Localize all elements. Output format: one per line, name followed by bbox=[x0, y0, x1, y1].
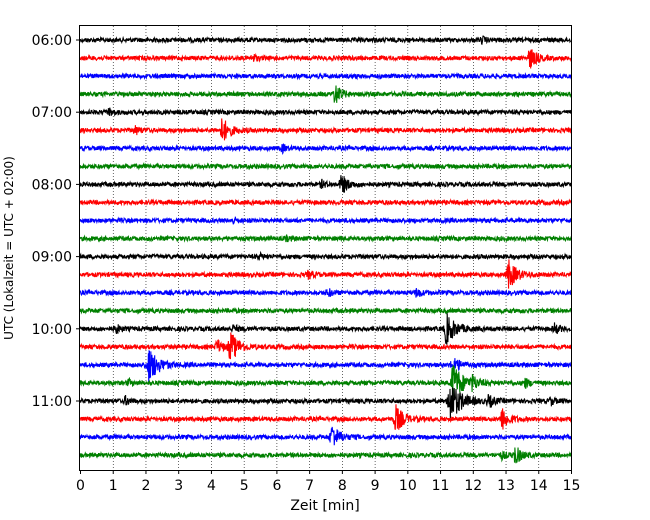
x-tick-label: 9 bbox=[371, 478, 380, 494]
trace-line bbox=[79, 426, 572, 446]
trace-line bbox=[79, 287, 572, 298]
trace-line bbox=[79, 365, 572, 397]
trace-line bbox=[79, 162, 572, 171]
x-tick-label: 0 bbox=[76, 478, 85, 494]
trace-line bbox=[79, 198, 572, 207]
trace-line bbox=[79, 85, 572, 103]
y-axis: 06:00 07:00 08:00 09:00 10:00 11:00 bbox=[32, 33, 80, 410]
trace-line bbox=[79, 71, 572, 81]
y-tick-label: 07:00 bbox=[32, 105, 72, 121]
trace-line bbox=[79, 107, 572, 117]
x-tick-label: 7 bbox=[305, 478, 314, 494]
y-tick-label: 11:00 bbox=[32, 394, 72, 410]
x-tick-label: 12 bbox=[464, 478, 482, 494]
x-tick-label: 5 bbox=[240, 478, 249, 494]
plot-frame bbox=[79, 25, 572, 471]
trace-line bbox=[79, 332, 572, 360]
trace-line bbox=[79, 35, 572, 46]
trace-line bbox=[79, 49, 572, 69]
trace-line bbox=[79, 350, 572, 384]
x-tick-label: 4 bbox=[207, 478, 216, 494]
y-axis-label: UTC (Lokalzeit = UTC + 02:00) bbox=[2, 156, 16, 340]
trace-line bbox=[79, 447, 572, 464]
y-tick-label: 08:00 bbox=[32, 177, 72, 193]
trace-line bbox=[79, 234, 572, 243]
x-axis: 0 1 2 3 4 5 6 7 8 9 10 11 12 13 14 15 bbox=[76, 470, 580, 494]
x-tick-label: 6 bbox=[272, 478, 281, 494]
trace-line bbox=[79, 313, 572, 345]
x-tick-label: 15 bbox=[563, 478, 581, 494]
x-tick-label: 10 bbox=[399, 478, 417, 494]
y-tick-label: 10:00 bbox=[32, 322, 72, 338]
trace-line bbox=[79, 259, 572, 289]
x-tick-label: 13 bbox=[497, 478, 515, 494]
x-tick-label: 3 bbox=[174, 478, 183, 494]
trace-line bbox=[79, 387, 572, 419]
trace-line bbox=[79, 216, 572, 225]
x-tick-label: 8 bbox=[338, 478, 347, 494]
x-grid bbox=[112, 26, 540, 470]
trace-line bbox=[79, 250, 572, 261]
x-tick-label: 1 bbox=[109, 478, 118, 494]
y-tick-label: 09:00 bbox=[32, 250, 72, 266]
x-tick-label: 11 bbox=[432, 478, 450, 494]
x-tick-label: 14 bbox=[530, 478, 548, 494]
trace-group bbox=[79, 35, 572, 464]
trace-line bbox=[79, 143, 572, 156]
y-tick-label: 06:00 bbox=[32, 33, 72, 49]
x-tick-label: 2 bbox=[142, 478, 151, 494]
trace-line bbox=[79, 306, 572, 315]
trace-line bbox=[79, 404, 572, 430]
trace-line bbox=[79, 175, 572, 193]
x-axis-label: Zeit [min] bbox=[290, 498, 359, 514]
trace-line bbox=[79, 118, 572, 141]
